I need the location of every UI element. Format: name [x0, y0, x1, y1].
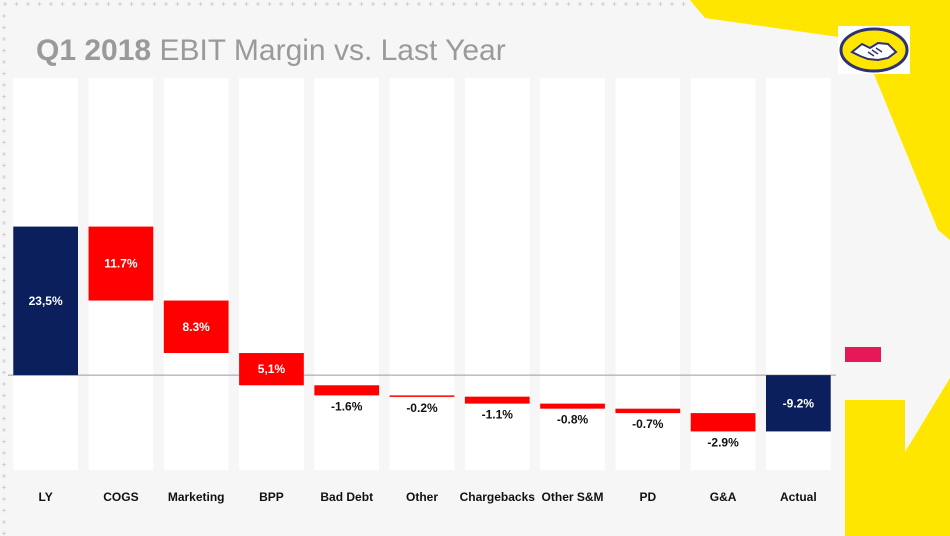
data-label: -2.9%	[707, 435, 739, 449]
handshake-icon	[838, 26, 910, 74]
category-label: Chargebacks	[460, 490, 536, 504]
bar-marketing	[163, 300, 229, 354]
data-label: 11.7%	[104, 257, 138, 271]
title-period: Q1 2018	[36, 34, 152, 67]
category-label: Actual	[780, 490, 817, 504]
data-label: 23,5%	[29, 294, 63, 308]
data-label: 5,1%	[258, 362, 286, 376]
data-label: -0.8%	[557, 413, 589, 427]
category-label: LY	[39, 490, 53, 504]
category-label: PD	[639, 490, 656, 504]
data-label: 8.3%	[183, 320, 211, 334]
column-background	[464, 78, 530, 470]
category-label: Other S&M	[542, 490, 604, 504]
category-label: COGS	[103, 490, 138, 504]
column-background	[389, 78, 455, 470]
column-background	[314, 78, 380, 470]
category-label: Other	[406, 490, 438, 504]
column-background	[615, 78, 681, 470]
bar-other	[389, 395, 455, 397]
column-background	[690, 78, 756, 470]
category-label: Bad Debt	[320, 490, 373, 504]
data-label: -0.7%	[632, 417, 664, 431]
bar-bad-debt	[314, 385, 380, 396]
category-label: BPP	[259, 490, 284, 504]
category-label: G&A	[710, 490, 737, 504]
column-background	[239, 78, 304, 470]
data-label: -9.2%	[783, 396, 815, 410]
data-label: -1.1%	[482, 408, 514, 422]
data-label: -0.2%	[406, 401, 438, 415]
bar-chargebacks	[464, 396, 530, 404]
data-label: -1.6%	[331, 399, 363, 413]
category-label: Marketing	[168, 490, 225, 504]
title-text: EBIT Margin vs. Last Year	[159, 34, 506, 67]
bar-pd	[615, 408, 681, 414]
column-background	[163, 78, 229, 470]
column-background	[540, 78, 605, 470]
page-title: Q1 2018 EBIT Margin vs. Last Year	[36, 34, 506, 68]
bar-other-s-m	[540, 403, 605, 409]
bar-actual	[765, 375, 831, 432]
bar-g-a	[690, 413, 756, 432]
bar-bpp	[239, 353, 304, 386]
bar-ly	[13, 226, 79, 376]
bar-cogs	[88, 226, 154, 301]
